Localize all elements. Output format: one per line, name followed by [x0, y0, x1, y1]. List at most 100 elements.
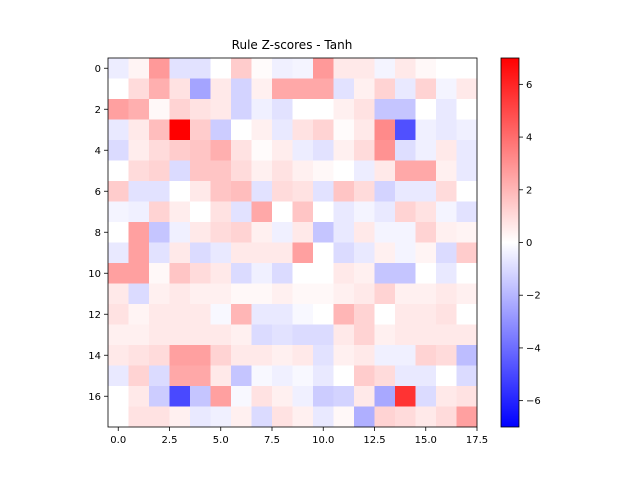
heatmap-cell [333, 324, 355, 346]
heatmap-cell [169, 324, 191, 346]
heatmap-cell [313, 406, 334, 428]
heatmap-cell [169, 304, 191, 325]
colorbar-tick-label: −4 [526, 343, 541, 354]
heatmap-cell [313, 386, 334, 407]
heatmap-cell [210, 365, 232, 387]
heatmap-cell [333, 222, 355, 243]
heatmap-cell [190, 119, 211, 141]
heatmap-cell [395, 222, 416, 243]
heatmap-cell [313, 181, 334, 202]
heatmap-cell [456, 283, 478, 305]
heatmap-cell [231, 201, 252, 223]
heatmap-cell [313, 283, 334, 305]
heatmap-cell [128, 140, 150, 161]
heatmap-cell [169, 263, 191, 284]
heatmap-cell [231, 263, 252, 284]
heatmap-cell [190, 365, 211, 387]
heatmap-cell [313, 99, 334, 120]
heatmap-cell [149, 140, 170, 161]
plot-frame [107, 57, 478, 428]
heatmap-cell [292, 58, 314, 79]
heatmap-cell [149, 99, 170, 120]
heatmap-cell [190, 304, 211, 325]
y-tick-label: 0 [95, 64, 101, 75]
heatmap-cell [272, 283, 293, 305]
heatmap-cell [149, 263, 170, 284]
heatmap-cell [456, 365, 478, 387]
colorbar-axis: −6 −4 −2 0 2 4 6 [519, 80, 541, 407]
y-axis: 0 2 4 6 8 10 12 14 16 [88, 64, 108, 403]
heatmap-cell [169, 406, 191, 428]
heatmap-cell [251, 324, 273, 346]
heatmap-cell [374, 58, 396, 79]
heatmap-cell [190, 78, 211, 100]
heatmap-cell [128, 365, 150, 387]
heatmap-cell [374, 119, 396, 141]
heatmap-cell [292, 119, 314, 141]
x-axis: 0.0 2.5 5.0 7.5 10.0 12.5 15.0 17.5 [110, 427, 488, 446]
heatmap-cell [190, 406, 211, 428]
heatmap-cell [251, 160, 273, 182]
x-tick-label: 15.0 [415, 435, 437, 446]
heatmap-cell [231, 119, 252, 141]
heatmap-cell [436, 222, 457, 243]
heatmap-cell [231, 58, 252, 79]
heatmap-cell [108, 345, 129, 366]
heatmap-cell [456, 140, 478, 161]
x-tick-label: 10.0 [312, 435, 334, 446]
heatmap-cell [354, 201, 375, 223]
heatmap-cell [128, 78, 150, 100]
heatmap-cell [395, 78, 416, 100]
heatmap-cell [395, 263, 416, 284]
heatmap-cell [415, 201, 437, 223]
heatmap-cell [354, 406, 375, 428]
heatmap-cell [436, 406, 457, 428]
heatmap-cell [374, 386, 396, 407]
heatmap-cell [436, 119, 457, 141]
heatmap-cell [313, 324, 334, 346]
heatmap-cell [272, 365, 293, 387]
heatmap-cell [395, 160, 416, 182]
heatmap-cell [149, 365, 170, 387]
heatmap-cell [231, 365, 252, 387]
heatmap-cell [128, 406, 150, 428]
heatmap-cell [251, 304, 273, 325]
heatmap-cell [313, 304, 334, 325]
heatmap-cell [456, 304, 478, 325]
heatmap-cell [108, 222, 129, 243]
heatmap-cell [128, 160, 150, 182]
heatmap-cell [149, 58, 170, 79]
heatmap-cell [231, 140, 252, 161]
heatmap-cell [190, 324, 211, 346]
y-tick-label: 4 [95, 146, 101, 157]
heatmap-cell [149, 119, 170, 141]
heatmap-cell [210, 78, 232, 100]
heatmap-cell [415, 119, 437, 141]
heatmap-cell [210, 222, 232, 243]
heatmap-cell [128, 283, 150, 305]
heatmap-cell [354, 119, 375, 141]
heatmap-cell [292, 304, 314, 325]
heatmap-cell [231, 386, 252, 407]
heatmap-cell [395, 304, 416, 325]
heatmap-cell [210, 406, 232, 428]
heatmap-cell [149, 222, 170, 243]
colorbar-tick-label: −2 [526, 291, 541, 302]
heatmap-cell [436, 324, 457, 346]
heatmap-cell [415, 222, 437, 243]
heatmap-cell [333, 345, 355, 366]
heatmap-cell [313, 242, 334, 264]
heatmap-cell [354, 304, 375, 325]
heatmap-cell [333, 78, 355, 100]
heatmap-cell [374, 78, 396, 100]
heatmap-cell [272, 201, 293, 223]
heatmap-cell [395, 58, 416, 79]
heatmap-cell [149, 201, 170, 223]
heatmap-cell [374, 304, 396, 325]
heatmap-cell [415, 324, 437, 346]
heatmap-cell [149, 345, 170, 366]
heatmap-cell [231, 222, 252, 243]
heatmap-cell [354, 78, 375, 100]
heatmap-cell [333, 386, 355, 407]
heatmap-cell [128, 58, 150, 79]
